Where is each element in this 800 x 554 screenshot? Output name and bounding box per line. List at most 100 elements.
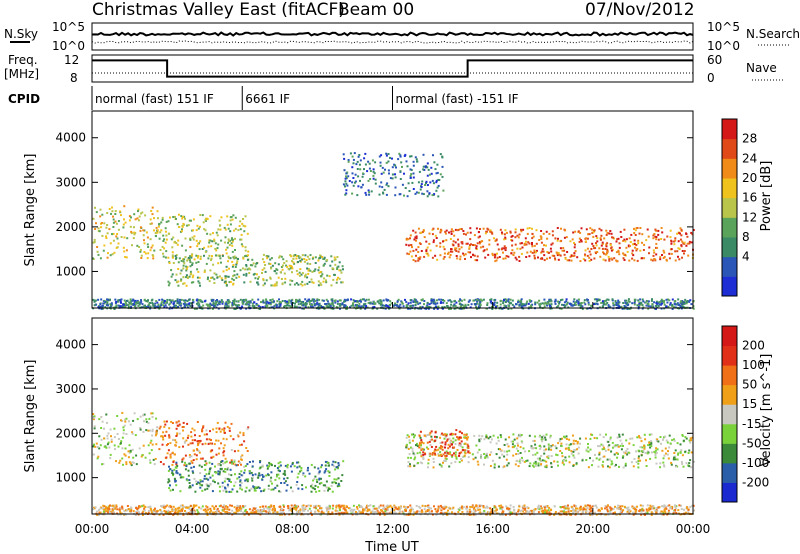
echo-cell xyxy=(692,307,695,310)
echo-cell xyxy=(345,175,347,178)
echo-cell xyxy=(517,449,520,452)
echo-cell xyxy=(599,255,602,258)
echo-cell xyxy=(647,300,650,303)
echo-cell xyxy=(311,299,314,302)
echo-cell xyxy=(192,471,195,474)
echo-cell xyxy=(603,300,606,302)
echo-cell xyxy=(199,486,202,489)
echo-cell xyxy=(92,241,95,244)
echo-cell xyxy=(206,303,209,306)
echo-cell xyxy=(610,249,613,252)
echo-cell xyxy=(196,449,199,452)
echo-cell xyxy=(350,298,353,301)
echo-cell xyxy=(164,505,167,508)
echo-cell xyxy=(145,305,148,308)
echo-cell xyxy=(632,444,635,447)
echo-cell xyxy=(589,227,592,230)
echo-cell xyxy=(123,250,126,253)
echo-cell xyxy=(608,458,611,461)
echo-cell xyxy=(208,472,211,475)
echo-cell xyxy=(113,251,116,254)
echo-cell xyxy=(115,246,118,249)
echo-cell xyxy=(665,507,668,510)
echo-cell xyxy=(291,271,293,274)
echo-cell xyxy=(479,298,482,301)
echo-cell xyxy=(219,430,222,433)
echo-cell xyxy=(579,239,582,241)
echo-cell xyxy=(431,438,434,441)
echo-cell xyxy=(409,305,412,307)
echo-cell xyxy=(128,215,131,218)
echo-cell xyxy=(509,510,511,513)
echo-cell xyxy=(282,258,285,261)
echo-cell xyxy=(641,233,644,236)
echo-cell xyxy=(446,252,449,255)
echo-cell xyxy=(143,507,146,510)
echo-cell xyxy=(164,301,167,304)
echo-cell xyxy=(262,301,265,304)
echo-cell xyxy=(127,306,130,308)
echo-cell xyxy=(155,226,158,229)
echo-cell xyxy=(577,300,580,303)
echo-cell xyxy=(640,510,643,513)
echo-cell xyxy=(657,305,660,307)
echo-cell xyxy=(354,181,356,184)
echo-cell xyxy=(586,298,588,301)
echo-cell xyxy=(155,443,158,446)
colorbar-tick-label: 8 xyxy=(742,230,750,244)
echo-cell xyxy=(142,414,145,417)
echo-cell xyxy=(205,462,208,465)
echo-cell xyxy=(520,252,523,255)
echo-cell xyxy=(428,303,431,306)
echo-cell xyxy=(595,506,598,509)
echo-cell xyxy=(244,479,247,482)
echo-cell xyxy=(251,258,254,261)
echo-cell xyxy=(143,413,146,416)
echo-cell xyxy=(270,476,273,479)
echo-cell xyxy=(150,412,153,415)
echo-cell xyxy=(208,280,211,283)
echo-cell xyxy=(233,460,236,463)
echo-cell xyxy=(446,305,449,307)
echo-cell xyxy=(182,426,185,428)
echo-cell xyxy=(235,304,238,307)
echo-cell xyxy=(237,258,239,260)
echo-cell xyxy=(294,305,297,308)
echo-cell xyxy=(667,509,670,512)
echo-cell xyxy=(119,305,122,308)
echo-cell xyxy=(557,258,560,261)
echo-cell xyxy=(183,441,186,444)
echo-cell xyxy=(374,182,377,185)
echo-cell xyxy=(259,506,262,509)
echo-cell xyxy=(97,253,100,256)
echo-cell xyxy=(568,259,571,262)
echo-cell xyxy=(141,211,144,214)
echo-cell xyxy=(540,230,543,232)
echo-cell xyxy=(169,489,172,492)
echo-cell xyxy=(422,442,425,445)
echo-cell xyxy=(436,163,439,166)
echo-cell xyxy=(325,279,327,282)
echo-cell xyxy=(407,465,410,468)
echo-cell xyxy=(121,420,124,422)
echo-cell xyxy=(228,508,231,511)
echo-cell xyxy=(397,298,400,301)
echo-cell xyxy=(165,238,168,241)
echo-cell xyxy=(181,225,184,228)
echo-cell xyxy=(346,299,349,302)
echo-cell xyxy=(157,217,159,220)
echo-cell xyxy=(185,304,188,307)
echo-cell xyxy=(550,466,553,468)
echo-cell xyxy=(259,466,262,469)
echo-cell xyxy=(604,248,607,250)
echo-cell xyxy=(237,505,240,508)
echo-cell xyxy=(93,304,96,307)
echo-cell xyxy=(217,473,220,476)
echo-cell xyxy=(561,303,563,306)
echo-cell xyxy=(255,273,258,276)
echo-cell xyxy=(598,306,601,309)
echo-cell xyxy=(418,257,421,260)
echo-cell xyxy=(244,490,247,493)
echo-cell xyxy=(435,513,438,516)
echo-cell xyxy=(629,241,632,243)
